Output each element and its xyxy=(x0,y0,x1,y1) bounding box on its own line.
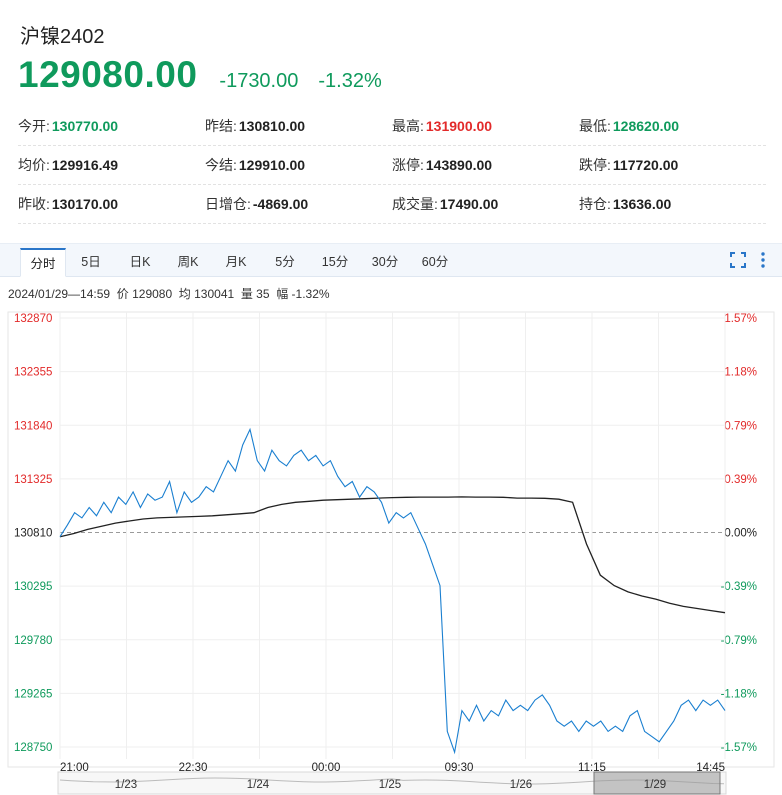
intraday-chart[interactable]: 132870 1.57% 132355 1.18% 131840 0.79% 131325 0… xyxy=(0,277,782,795)
stat-value: 129910.00 xyxy=(238,157,306,173)
stat-cell: 今结: 129910.00 xyxy=(205,155,392,175)
navigator-date-label: 1/29 xyxy=(644,779,666,791)
stat-cell: 持仓: 13636.00 xyxy=(579,194,766,214)
stat-label: 持仓: xyxy=(579,196,611,212)
tab-5[interactable]: 5分 xyxy=(275,255,295,269)
stat-label: 最低: xyxy=(579,118,611,134)
y-tick-label-right: -1.18% xyxy=(721,688,757,700)
stats-row: 昨收: 130170.00 日增仓: -4869.00 成交量: 17490.00 持仓: 1… xyxy=(18,185,766,224)
stat-label: 昨收: xyxy=(18,196,50,212)
y-tick-label-right: 0.79% xyxy=(724,420,757,432)
quote-header: 沪镍2402 129080.00 -1730.00 -1.32% 今开: 1307… xyxy=(0,0,782,240)
y-tick-label-right: -0.79% xyxy=(721,635,757,647)
price-row: 129080.00 -1730.00 -1.32% xyxy=(18,54,382,104)
stats-row: 均价: 129916.49 今结: 129910.00 涨停: 143890.00 跌停: 1… xyxy=(18,146,766,185)
stat-cell: 涨停: 143890.00 xyxy=(392,155,579,175)
stats-table: 今开: 130770.00 昨结: 130810.00 最高: 131900.00 最低: 1… xyxy=(18,107,766,224)
stats-row: 今开: 130770.00 昨结: 130810.00 最高: 131900.00 最低: 1… xyxy=(18,107,766,146)
stat-value: 128620.00 xyxy=(612,118,680,134)
y-tick-label-left: 131840 xyxy=(14,420,52,432)
price-change-percent: -1.32% xyxy=(318,70,382,92)
price-change: -1730.00 xyxy=(219,70,299,92)
chart-panel: 60分 30分 15分 5分 月K 周K 日K 5日 分时 2024/01/29—14:59 价… xyxy=(0,243,782,795)
stat-value: -4869.00 xyxy=(252,196,309,212)
stat-value: 129916.49 xyxy=(51,157,119,173)
stat-label: 日增仓: xyxy=(205,196,251,212)
stat-cell: 最低: 128620.00 xyxy=(579,116,766,136)
tab-2[interactable]: 日K xyxy=(129,255,151,269)
y-tick-label-left: 129780 xyxy=(14,635,52,647)
stat-cell: 成交量: 17490.00 xyxy=(392,194,579,214)
stat-label: 最高: xyxy=(392,118,424,134)
y-tick-label-right: 0.39% xyxy=(724,474,757,486)
stat-cell: 今开: 130770.00 xyxy=(18,116,205,136)
stat-value: 17490.00 xyxy=(439,196,499,212)
x-tick-label: 22:30 xyxy=(179,762,208,774)
stat-cell: 日增仓: -4869.00 xyxy=(205,194,392,214)
tab-3[interactable]: 周K xyxy=(177,255,199,269)
stat-label: 成交量: xyxy=(392,196,438,212)
y-tick-label-left: 132355 xyxy=(14,367,52,379)
avg-price-line xyxy=(59,496,726,614)
y-tick-label-left: 131325 xyxy=(14,474,52,486)
stat-cell: 最高: 131900.00 xyxy=(392,116,579,136)
navigator-date-label: 1/24 xyxy=(247,779,270,791)
y-tick-label-left: 130810 xyxy=(14,528,52,540)
period-tabs: 60分 30分 15分 5分 月K 周K 日K 5日 分时 xyxy=(0,244,782,277)
stat-value: 117720.00 xyxy=(612,157,679,173)
stat-label: 昨结: xyxy=(205,118,237,134)
tab-8[interactable]: 60分 xyxy=(421,255,449,269)
y-tick-label-right: -0.39% xyxy=(721,581,757,593)
x-tick-label: 21:00 xyxy=(60,762,89,774)
stat-value: 130170.00 xyxy=(51,196,119,212)
tab-4[interactable]: 月K xyxy=(225,255,247,269)
stat-cell: 均价: 129916.49 xyxy=(18,155,205,175)
stat-value: 130810.00 xyxy=(238,118,306,134)
y-tick-label-left: 132870 xyxy=(14,313,52,325)
tab-6[interactable]: 15分 xyxy=(321,255,349,269)
navigator-date-label: 1/23 xyxy=(115,779,137,791)
fullscreen-icon[interactable] xyxy=(729,251,747,274)
x-tick-label: 09:30 xyxy=(445,762,474,774)
stat-label: 今开: xyxy=(18,118,50,134)
x-tick-label: 00:00 xyxy=(312,762,341,774)
x-tick-label: 14:45 xyxy=(696,762,725,774)
stat-value: 13636.00 xyxy=(612,196,672,212)
y-tick-label-right: 1.18% xyxy=(724,367,757,379)
stat-cell: 跌停: 117720.00 xyxy=(579,155,766,175)
y-tick-label-right: -1.57% xyxy=(721,742,757,754)
stat-label: 均价: xyxy=(18,157,50,173)
y-tick-label-right: 1.57% xyxy=(724,313,757,325)
stat-value: 131900.00 xyxy=(425,118,493,134)
tab-7[interactable]: 30分 xyxy=(371,255,399,269)
contract-title: 沪镍2402 xyxy=(20,26,105,48)
y-tick-label-left: 130295 xyxy=(14,581,52,593)
date-navigator xyxy=(57,771,727,795)
navigator-date-label: 1/26 xyxy=(510,779,532,791)
stat-value: 143890.00 xyxy=(425,157,493,173)
stat-value: 130770.00 xyxy=(51,118,119,134)
y-tick-label-left: 129265 xyxy=(14,688,52,700)
navigator-date-label: 1/25 xyxy=(379,779,401,791)
crosshair-info: 2024/01/29—14:59 价 129080 均 130041 量 35 … xyxy=(8,287,330,301)
tab-0[interactable]: 分时 xyxy=(20,248,66,277)
x-tick-label: 11:15 xyxy=(578,762,606,774)
price-line xyxy=(59,427,726,755)
navigator-selection xyxy=(593,771,721,795)
y-tick-label-left: 128750 xyxy=(14,742,52,754)
stat-cell: 昨收: 130170.00 xyxy=(18,194,205,214)
tab-1[interactable]: 5日 xyxy=(81,255,101,269)
stat-label: 涨停: xyxy=(392,157,424,173)
stat-cell: 昨结: 130810.00 xyxy=(205,116,392,136)
chart-frame xyxy=(7,311,775,768)
stat-label: 今结: xyxy=(205,157,237,173)
last-price: 129080.00 xyxy=(18,54,198,95)
more-options-icon[interactable] xyxy=(758,251,768,274)
stat-label: 跌停: xyxy=(579,157,611,173)
y-tick-label-right: 0.00% xyxy=(724,528,757,540)
